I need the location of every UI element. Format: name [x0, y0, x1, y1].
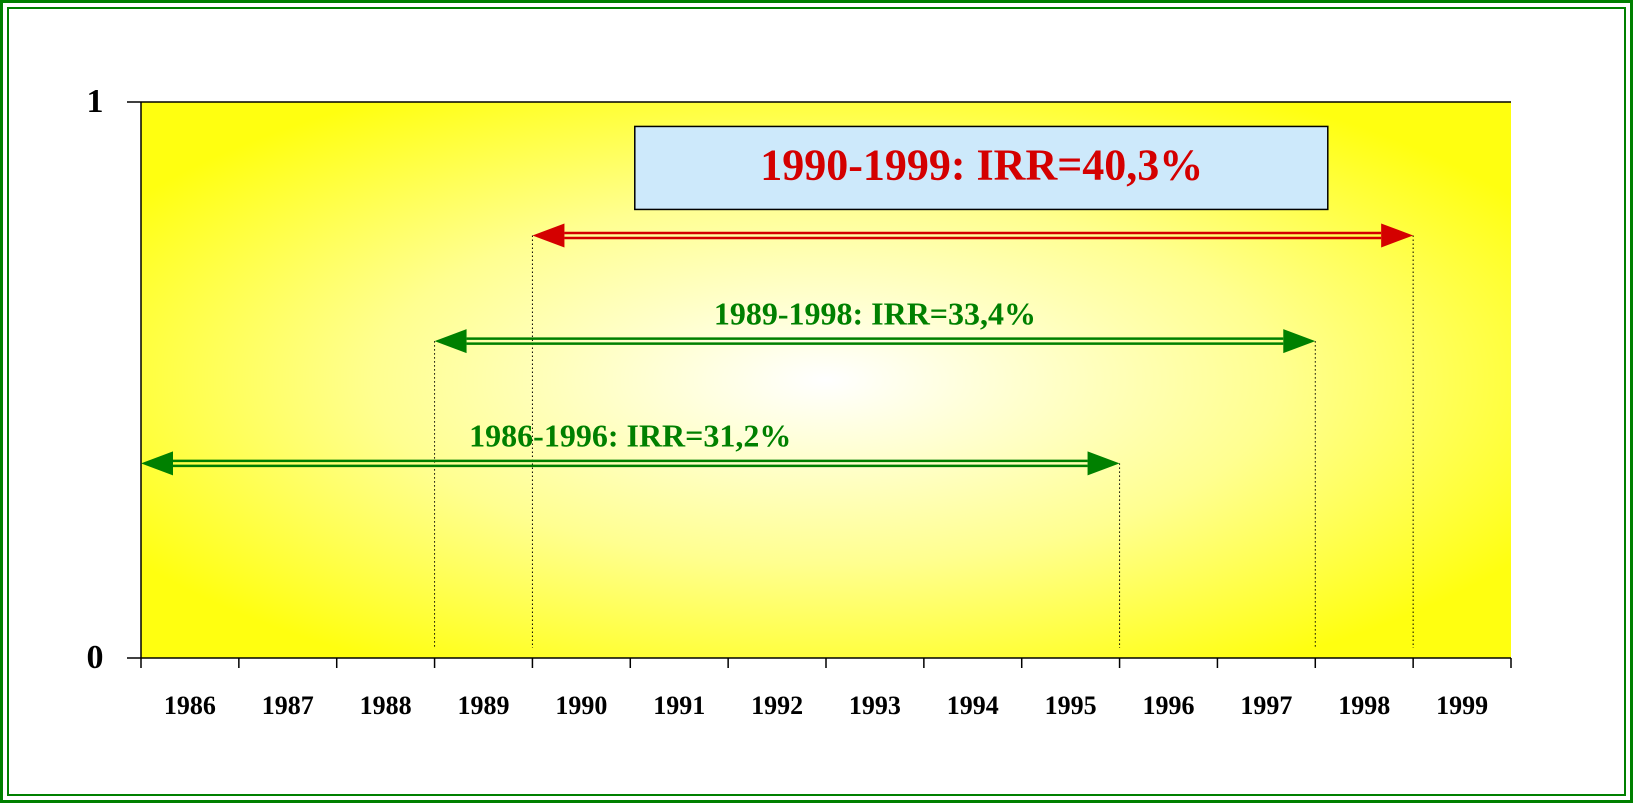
x-tick-label: 1988	[360, 691, 412, 720]
range-label: 1986-1996: IRR=31,2%	[469, 418, 791, 454]
arrow-head	[434, 329, 467, 354]
arrow-head	[1381, 223, 1414, 248]
arrow-head	[141, 451, 173, 476]
x-tick-label: 1994	[947, 691, 999, 720]
x-tick-label: 1991	[653, 691, 705, 720]
y-tick-label: 0	[87, 639, 104, 676]
label-box	[634, 125, 1329, 211]
range-label: 1989-1998: IRR=33,4%	[714, 295, 1036, 331]
x-tick-label: 1986	[164, 691, 216, 720]
x-tick-label: 1989	[458, 691, 510, 720]
x-tick-label: 1992	[751, 691, 803, 720]
x-tick-label: 1990	[555, 691, 607, 720]
inner-frame	[7, 7, 1626, 796]
x-tick-label: 1999	[1436, 691, 1488, 720]
y-tick-label: 1	[87, 83, 104, 120]
range-label: 1990-1999: IRR=40,3%	[760, 141, 1203, 190]
x-tick-label: 1997	[1240, 691, 1292, 720]
x-tick-label: 1996	[1143, 691, 1195, 720]
arrow-head	[1087, 451, 1120, 476]
x-tick-label: 1993	[849, 691, 901, 720]
x-tick-label: 1998	[1338, 691, 1390, 720]
x-tick-label: 1995	[1045, 691, 1097, 720]
arrow-head	[1283, 329, 1316, 354]
x-tick-label: 1987	[262, 691, 314, 720]
arrow-head	[532, 223, 565, 248]
